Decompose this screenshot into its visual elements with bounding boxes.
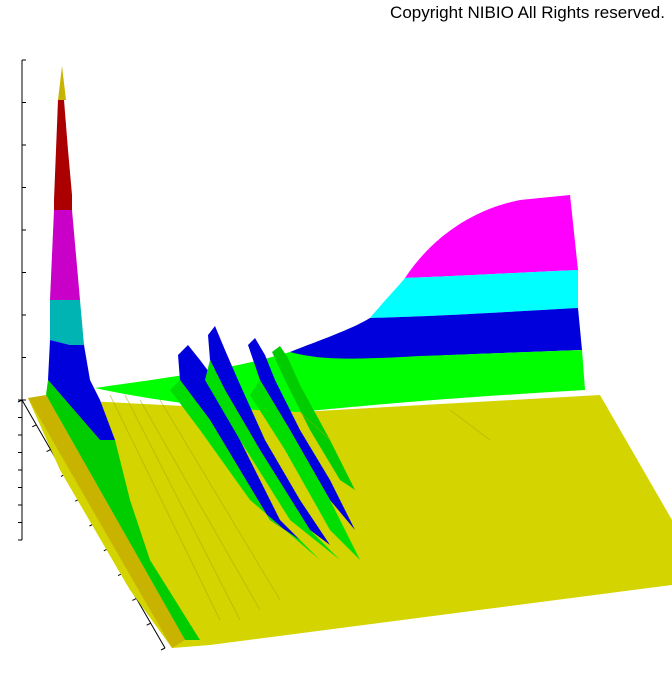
ridge-3 (248, 338, 355, 530)
ridge-1 (178, 345, 300, 540)
copyright-notice: Copyright NIBIO All Rights reserved. (390, 3, 665, 22)
left-peak (28, 66, 200, 648)
peak-band-magenta (50, 210, 80, 300)
plateau-surface (95, 195, 585, 412)
ridges (170, 326, 360, 560)
width-axis-tick (146, 622, 151, 626)
plateau-band-blue (290, 308, 582, 360)
width-axis-tick (32, 424, 37, 428)
ridge-3-green (250, 380, 360, 560)
peak-band-red (54, 100, 72, 210)
width-axis-tick (160, 647, 166, 651)
floor-streaks (109, 394, 491, 621)
ridge-2-green (205, 360, 340, 560)
ridge-4 (272, 346, 355, 490)
width-axis-tick (46, 449, 51, 453)
peak-band-olive-edge (28, 395, 185, 648)
peak-band-teal (50, 300, 84, 345)
plateau-band-cyan (370, 270, 578, 318)
peak-band-green (46, 380, 200, 640)
width-axis-tick (17, 399, 23, 403)
ridge-1-green (170, 380, 320, 560)
width-axis-tick (132, 597, 137, 601)
peak-band-blue (48, 340, 115, 440)
peak-band-olive-top (58, 66, 66, 100)
plateau-band-magenta (405, 195, 578, 278)
ridge-2 (208, 326, 330, 545)
